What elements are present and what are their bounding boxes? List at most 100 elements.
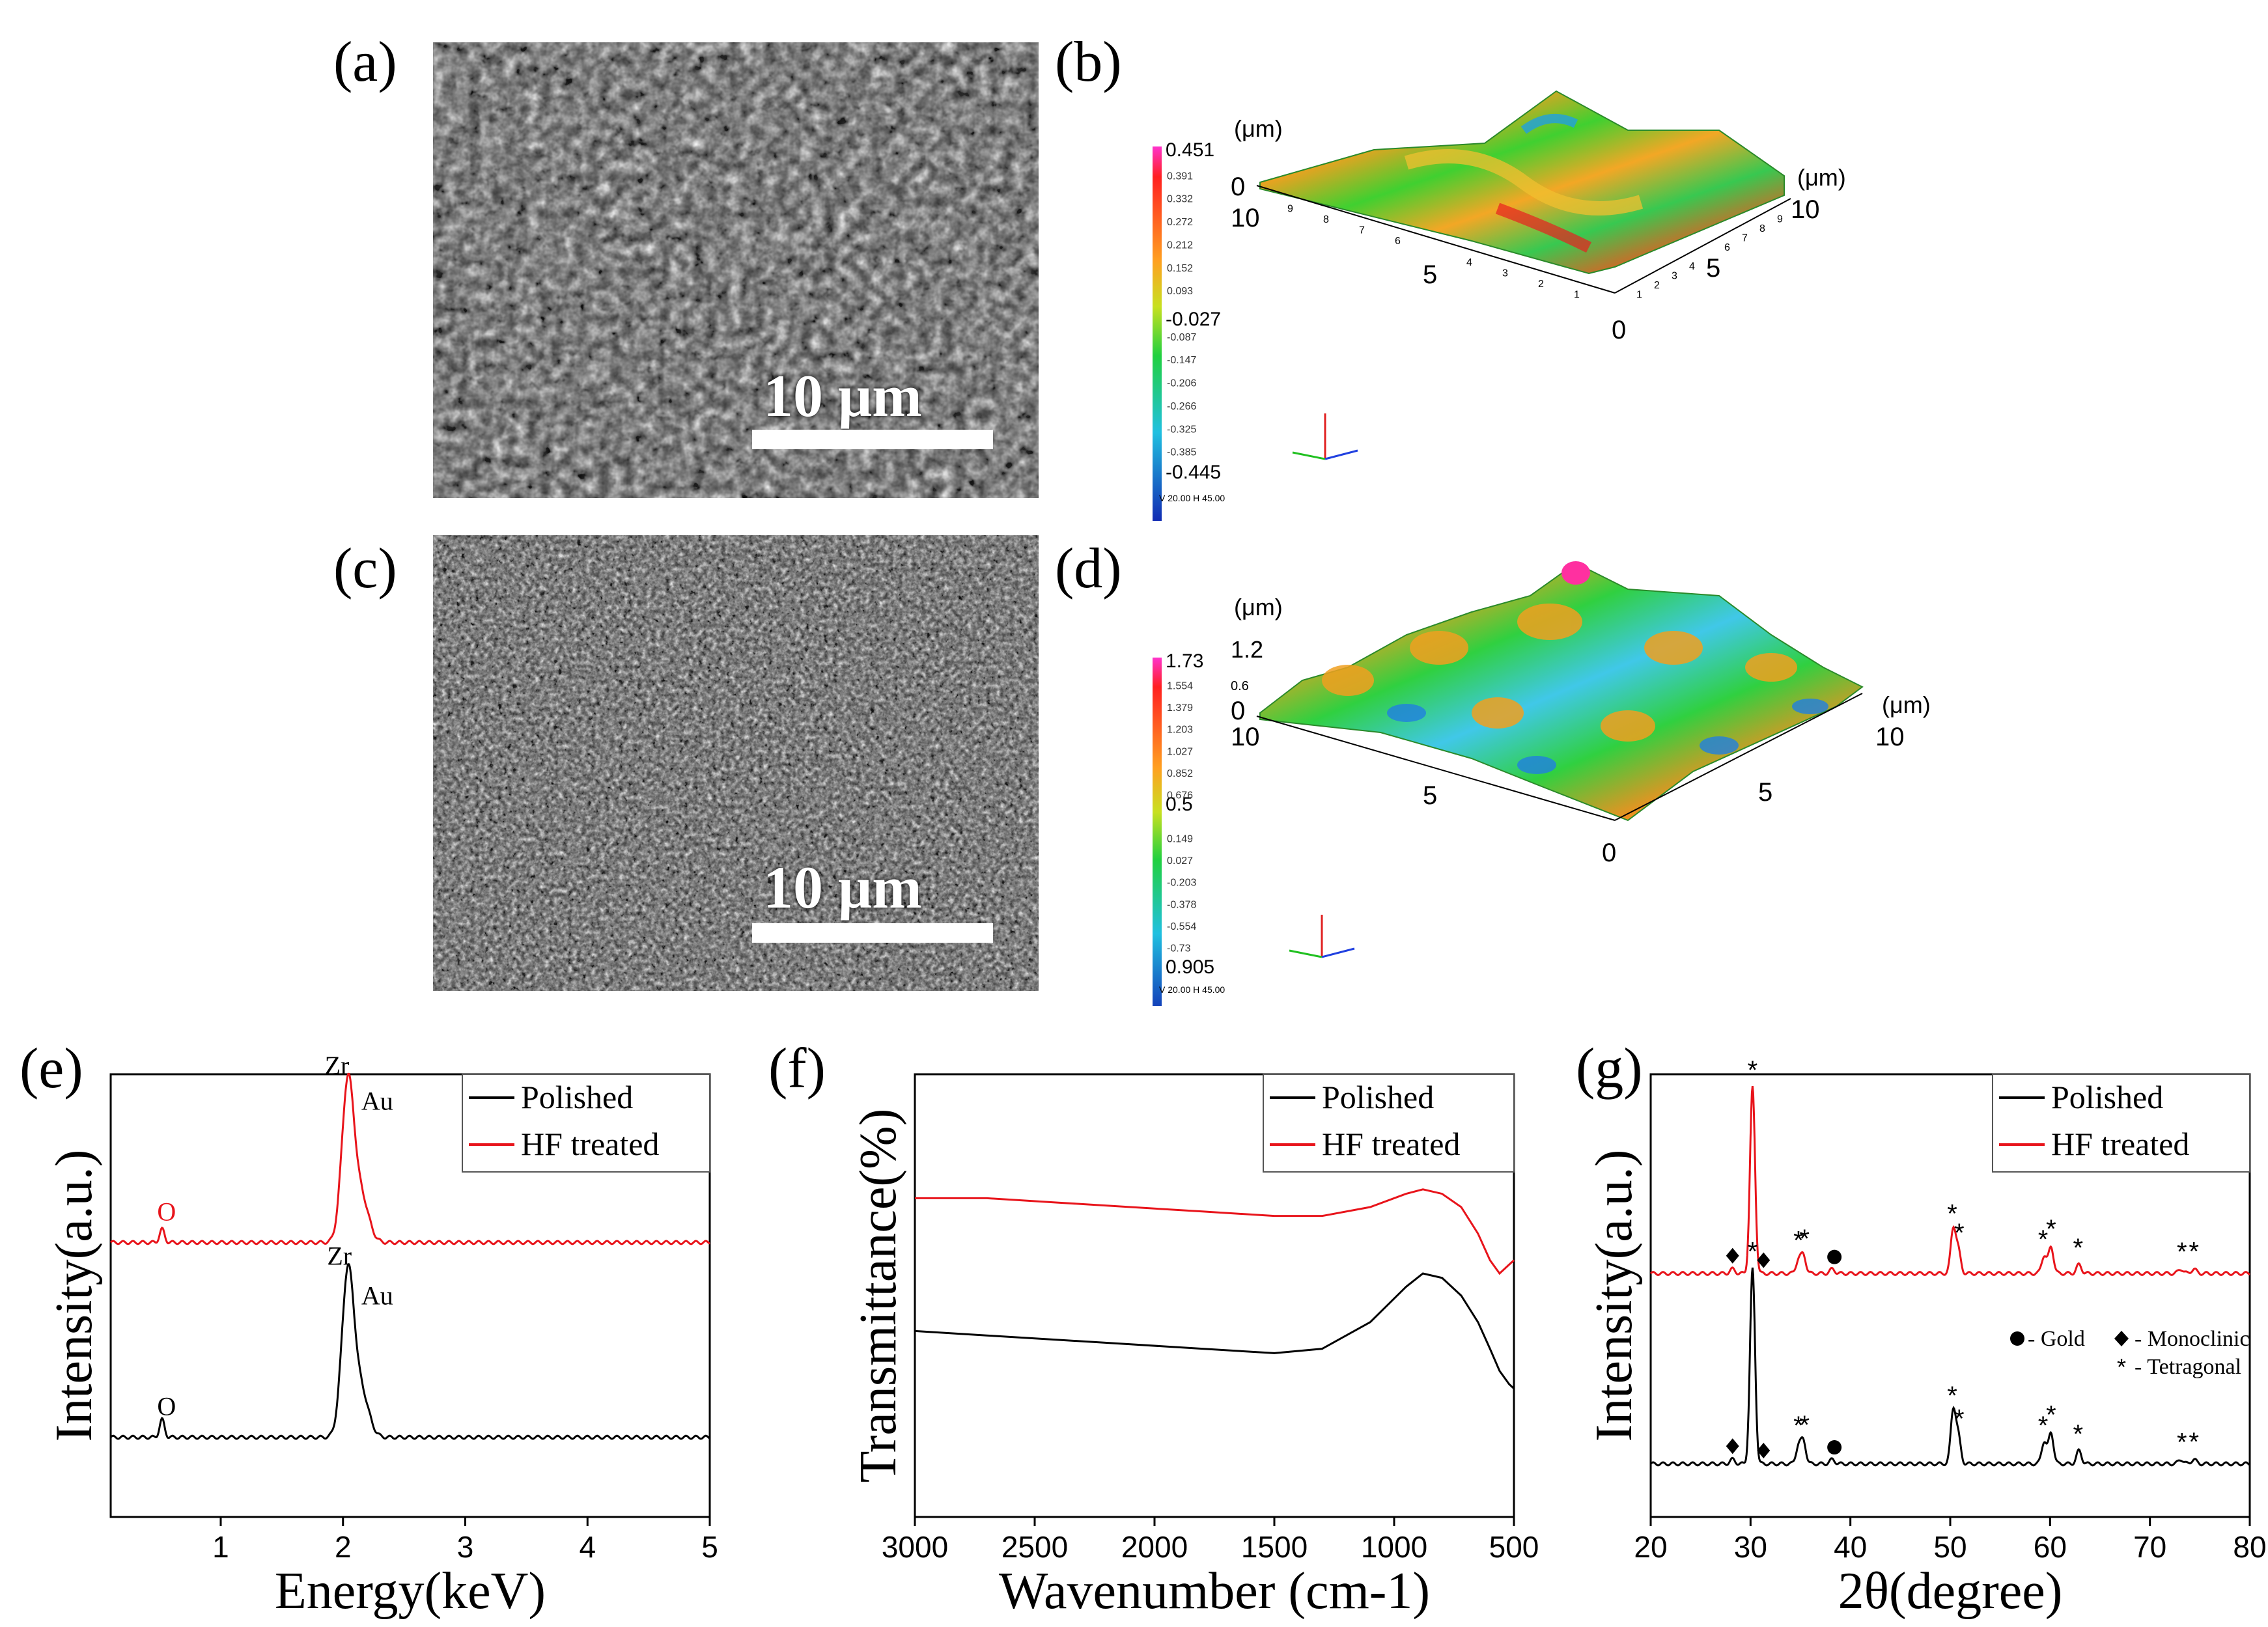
axis-tick-label: 9 <box>1287 204 1293 215</box>
axis-tick-label: 6 <box>1395 236 1401 247</box>
x-axis-5-b: 5 <box>1423 260 1437 289</box>
cb-tick-label: 0.027 <box>1167 855 1193 867</box>
legend-gold-circle <box>2010 1331 2024 1346</box>
axis-tick-label: 4 <box>1466 257 1472 268</box>
axis-tick-label: 3 <box>1502 268 1508 279</box>
afm-surface-b: 0.451 -0.027 -0.445 0.391 0.332 0.272 0.212… <box>1153 90 1846 521</box>
scale-text-a: 10 μm <box>763 363 922 429</box>
cb-tick-label: -0.385 <box>1167 447 1196 458</box>
cb-tick-label: 0.149 <box>1167 834 1193 845</box>
x-axis-label: 2θ(degree) <box>1838 1563 2063 1620</box>
cb-ticks-d: 1.554 1.379 1.203 1.027 0.852 0.676 0.149 0.027… <box>1167 681 1196 954</box>
legend-label: HF treated <box>521 1126 659 1162</box>
colorbar-d <box>1153 658 1162 1006</box>
cb-tick-label: 1.027 <box>1167 746 1193 757</box>
marker-star: * <box>1748 1238 1758 1266</box>
x-axis-5-d: 5 <box>1423 781 1437 810</box>
panel-label-f: (f) <box>768 1037 826 1100</box>
axis-tick-label: 8 <box>1323 214 1329 225</box>
marker-star: * <box>2038 1411 2049 1440</box>
legend-box <box>1263 1074 1515 1173</box>
annotation-zr-polished: Zr <box>327 1241 352 1270</box>
marker-star: * <box>1793 1226 1804 1255</box>
sem-texture-c <box>433 535 1039 991</box>
marker-diamond <box>1726 1247 1739 1264</box>
xy-unit-b: (μm) <box>1797 164 1846 191</box>
axis-tick-label: 3 <box>1672 271 1677 282</box>
x-tick-label: 2000 <box>1121 1530 1188 1564</box>
cb-mid-d: 0.5 <box>1166 794 1193 815</box>
axis-tick-label: 8 <box>1759 223 1765 234</box>
x-axis-10-b: 10 <box>1231 204 1260 232</box>
y-axis-label: Intensity(a.u.) <box>1586 1150 1643 1442</box>
series-line-polished <box>109 1263 710 1440</box>
x-tick-label: 30 <box>1734 1530 1767 1564</box>
panel-label-d: (d) <box>1055 537 1122 600</box>
cb-tick-label: -0.206 <box>1167 378 1196 389</box>
marker-star: * <box>1799 1411 1810 1439</box>
marker-star: * <box>2189 1238 2199 1266</box>
panel-label-c: (c) <box>333 537 397 600</box>
axis-tick-label: 7 <box>1359 225 1365 236</box>
marker-circle <box>1827 1440 1842 1455</box>
axis-tick-label: 4 <box>1689 261 1695 272</box>
cb-min-b: -0.445 <box>1166 462 1221 483</box>
cb-tick-label: 0.332 <box>1167 194 1193 205</box>
cb-max-b: 0.451 <box>1166 139 1214 161</box>
cb-tick-label: 0.212 <box>1167 240 1193 251</box>
z-unit-d: (μm) <box>1234 594 1283 620</box>
panel-label-b: (b) <box>1055 31 1122 94</box>
marker-star: * <box>2189 1428 2199 1456</box>
marker-star: * <box>1954 1219 1965 1247</box>
x-tick-label: 1500 <box>1241 1530 1308 1564</box>
cb-mid-b: -0.027 <box>1166 309 1221 330</box>
y-axis-5-b: 5 <box>1706 254 1720 283</box>
legend-box <box>462 1074 710 1173</box>
cb-max-d: 1.73 <box>1166 650 1203 672</box>
marker-star: * <box>1947 1200 1957 1229</box>
x-tick-label: 80 <box>2233 1530 2266 1564</box>
surface-d <box>1259 562 1864 822</box>
orientation-axes-b <box>1292 413 1358 460</box>
x-tick-label: 4 <box>579 1530 596 1564</box>
legend-label: HF treated <box>1322 1126 1460 1162</box>
plot-frame <box>109 1073 711 1518</box>
cb-tick-label: 1.203 <box>1167 725 1193 736</box>
y-axis-label: Intensity(a.u.) <box>46 1150 103 1442</box>
marker-star: * <box>2073 1420 2083 1449</box>
marker-diamond <box>1757 1252 1771 1268</box>
chart-f: (f) 3000 2500 2000 1500 1000 500 Wavenumber (c… <box>768 1037 1539 1620</box>
series-line-polished <box>914 1272 1515 1389</box>
scale-text-c: 10 μm <box>763 854 922 921</box>
marker-star: * <box>1947 1382 1957 1410</box>
cb-tick-label: -0.147 <box>1167 355 1196 366</box>
panel-label-e: (e) <box>20 1037 83 1100</box>
cb-tick-label: -0.73 <box>1167 943 1191 954</box>
marker-star: * <box>2177 1428 2187 1457</box>
legend-label: Polished <box>521 1079 633 1115</box>
panel-label-a: (a) <box>333 31 397 94</box>
z-zero-d: 0 <box>1231 697 1245 725</box>
sem-texture-a <box>433 42 1039 498</box>
z-zero-b: 0 <box>1231 173 1245 201</box>
annotation-o-hf: O <box>157 1197 176 1226</box>
marker-star: * <box>1748 1056 1758 1085</box>
x-tick-label: 40 <box>1834 1530 1867 1564</box>
z-top-d: 1.2 <box>1231 636 1263 663</box>
marker-star: * <box>1954 1405 1965 1434</box>
legend-mono-label: - Monoclinic <box>2135 1327 2250 1351</box>
xy-unit-d: (μm) <box>1882 691 1931 718</box>
y-axis-10-d: 10 <box>1875 723 1905 751</box>
chart-e: (e) 1 2 3 4 5 Energy(keV) Intensity(a.u.) Polis… <box>20 1037 718 1620</box>
x-axis-label: Energy(keV) <box>275 1563 546 1620</box>
cb-tick-label: 0.152 <box>1167 263 1193 274</box>
annotation-au-polished: Au <box>361 1281 393 1311</box>
marker-star: * <box>2046 1215 2056 1244</box>
x-tick-label: 1000 <box>1361 1530 1427 1564</box>
marker-star: * <box>1793 1411 1804 1440</box>
x-tick-label: 1 <box>212 1530 229 1564</box>
series-line-hf-treated <box>915 1188 1515 1275</box>
legend-label: Polished <box>2051 1079 2163 1115</box>
z-unit-b: (μm) <box>1234 115 1283 142</box>
